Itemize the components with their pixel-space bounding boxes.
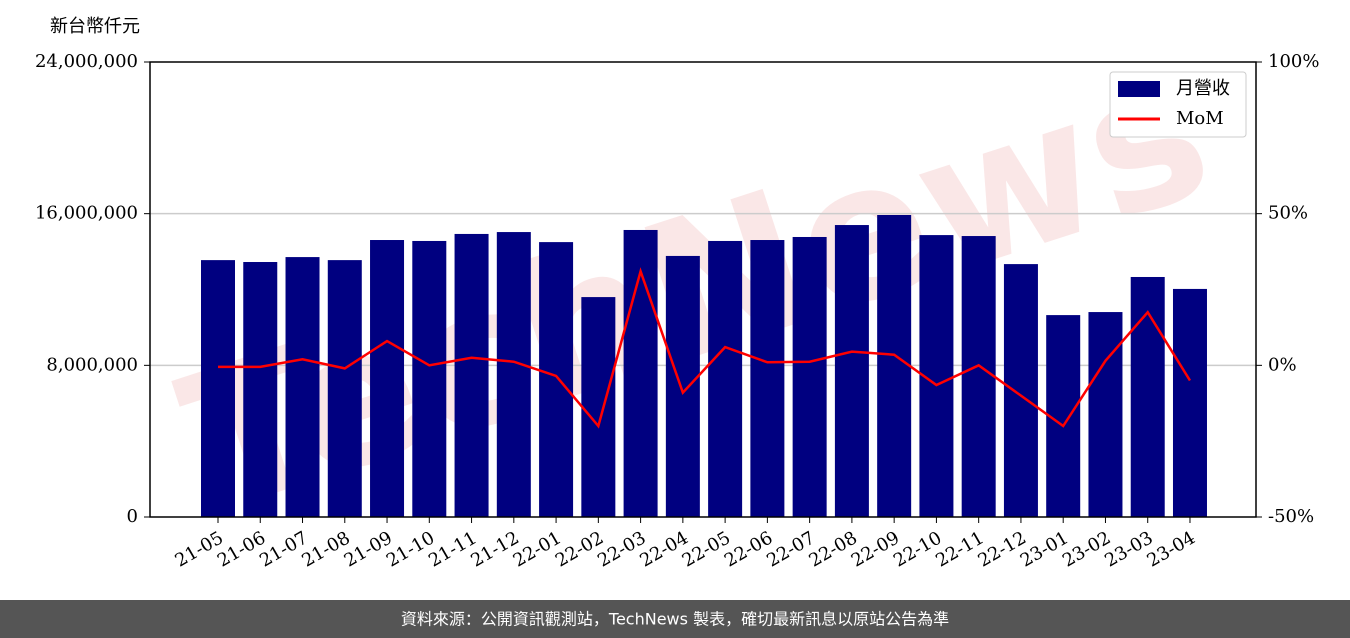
plot-frame <box>149 61 1257 518</box>
bar <box>243 262 278 517</box>
bar <box>581 297 616 517</box>
y-tick-label: 16,000,000 <box>35 203 138 224</box>
legend-swatch <box>1118 81 1160 97</box>
bar <box>623 229 658 518</box>
footer-band <box>0 600 1350 638</box>
bar <box>1003 264 1038 517</box>
bar <box>201 260 235 517</box>
bar <box>496 232 531 517</box>
bar <box>539 242 574 517</box>
bar <box>750 240 785 518</box>
legend-label: MoM <box>1176 108 1224 129</box>
bar <box>327 260 362 517</box>
bar <box>961 236 996 517</box>
bar <box>412 240 447 517</box>
y2-tick-label: 50% <box>1268 203 1308 224</box>
bar <box>285 257 320 517</box>
bar <box>792 236 827 517</box>
bar <box>665 255 700 517</box>
y-tick-label: 0 <box>127 506 138 527</box>
bar <box>1172 288 1207 517</box>
y-axis-label: 新台幣仟元 <box>50 16 140 37</box>
bar <box>1130 276 1165 517</box>
legend-label: 月營收 <box>1176 78 1230 99</box>
y2-tick-label: 100% <box>1268 51 1319 72</box>
bar <box>1046 315 1081 517</box>
bar <box>454 233 489 517</box>
bar <box>708 240 743 517</box>
y2-tick-label: -50% <box>1268 506 1314 527</box>
source-note: 資料來源：公開資訊觀測站，TechNews 製表，確切最新訊息以原站公告為準 <box>401 610 949 629</box>
bar <box>877 214 912 517</box>
y2-tick-label: 0% <box>1268 354 1297 375</box>
x-tick-label: 23-04 <box>1144 527 1199 571</box>
y-tick-label: 24,000,000 <box>35 51 138 72</box>
bar <box>834 225 869 517</box>
bar <box>1088 312 1123 517</box>
bar <box>370 240 405 518</box>
line <box>218 267 1192 429</box>
y-tick-label: 8,000,000 <box>46 354 138 375</box>
